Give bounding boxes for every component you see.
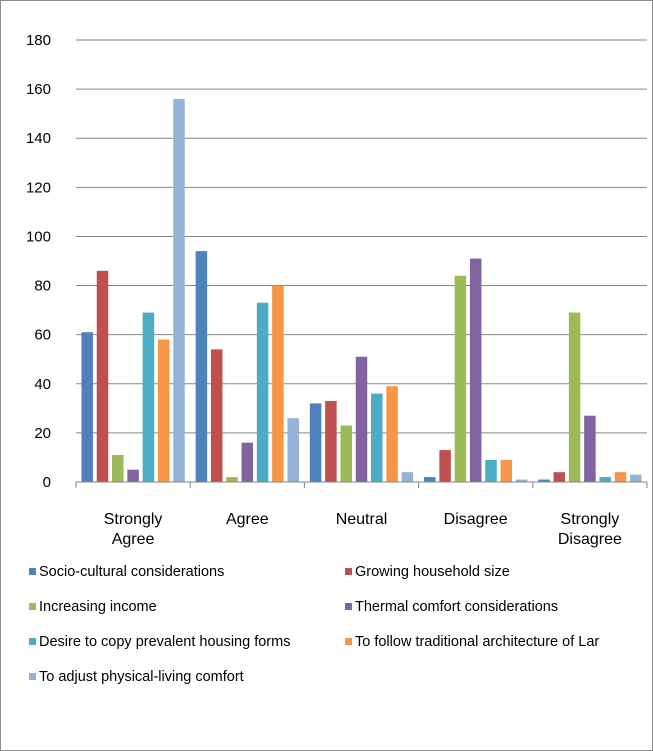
legend-label: Growing household size	[355, 564, 510, 580]
legend-swatch	[345, 568, 352, 575]
legend-label: To adjust physical-living comfort	[39, 669, 244, 685]
x-category-label: Disagree	[444, 511, 508, 528]
x-category-label: Strongly	[104, 511, 163, 528]
bar-growing-household-size-3	[439, 450, 451, 482]
bar-growing-household-size-4	[553, 472, 566, 482]
legend-label: Thermal comfort considerations	[355, 599, 558, 615]
x-category-label: Agree	[112, 531, 155, 548]
bar-to-adjust-physical-living-comfort-1	[287, 418, 299, 482]
bar-to-follow-traditional-architecture-of-lar-3	[500, 459, 513, 482]
bar-growing-household-size-1	[210, 349, 223, 482]
x-axis	[75, 481, 648, 488]
legend-swatch	[345, 638, 352, 645]
legend-label: Increasing income	[39, 599, 157, 615]
bar-increasing-income-4	[568, 312, 581, 482]
legend-swatch	[29, 603, 36, 610]
y-tick-label: 120	[26, 179, 51, 196]
bar-socio-cultural-considerations-0	[81, 332, 93, 482]
y-tick-label: 0	[43, 474, 51, 491]
y-tick-label: 20	[34, 425, 51, 442]
bar-socio-cultural-considerations-1	[195, 251, 208, 482]
y-tick-label: 140	[26, 130, 51, 147]
bar-to-follow-traditional-architecture-of-lar-2	[386, 386, 398, 482]
bar-desire-to-copy-prevalent-housing-forms-2	[371, 393, 383, 482]
bar-growing-household-size-0	[96, 270, 109, 482]
y-tick-label: 80	[34, 278, 51, 295]
bar-to-follow-traditional-architecture-of-lar-0	[157, 339, 170, 482]
bar-thermal-comfort-considerations-2	[355, 356, 368, 482]
legend-swatch	[29, 673, 36, 680]
bar-desire-to-copy-prevalent-housing-forms-3	[485, 459, 497, 482]
legend-swatch	[345, 603, 352, 610]
bar-thermal-comfort-considerations-1	[241, 442, 254, 482]
bar-thermal-comfort-considerations-4	[584, 415, 596, 482]
legend-swatch	[29, 568, 36, 575]
y-tick-label: 100	[26, 228, 51, 245]
bar-desire-to-copy-prevalent-housing-forms-1	[256, 302, 269, 482]
y-tick-label: 160	[26, 81, 51, 98]
bar-desire-to-copy-prevalent-housing-forms-0	[142, 312, 155, 482]
y-tick-label: 180	[26, 32, 51, 49]
bar-growing-household-size-2	[325, 400, 337, 482]
legend: Socio-cultural considerations Growing hou…	[29, 564, 599, 685]
bar-to-adjust-physical-living-comfort-4	[630, 474, 642, 482]
bar-increasing-income-2	[340, 425, 352, 482]
x-axis-category-labels: Strongly Agree Agree Neutral Disagree Strongl…	[104, 511, 622, 548]
x-category-label: Strongly	[561, 511, 620, 528]
bar-increasing-income-3	[454, 275, 467, 482]
bar-socio-cultural-considerations-4	[538, 479, 550, 482]
bar-to-follow-traditional-architecture-of-lar-1	[272, 285, 284, 482]
gridlines	[76, 39, 647, 434]
bar-desire-to-copy-prevalent-housing-forms-4	[599, 477, 611, 482]
y-axis-tick-labels: 0 20 40 60 80 100 120 140 160 180	[26, 32, 51, 491]
bar-to-adjust-physical-living-comfort-3	[515, 479, 528, 482]
legend-label: To follow traditional architecture of La…	[355, 634, 599, 650]
bar-thermal-comfort-considerations-0	[127, 469, 139, 482]
y-tick-label: 60	[34, 327, 51, 344]
x-category-label: Disagree	[558, 531, 622, 548]
bar-socio-cultural-considerations-3	[424, 477, 436, 482]
bar-socio-cultural-considerations-2	[309, 403, 322, 482]
legend-label: Socio-cultural considerations	[39, 564, 224, 580]
bar-to-follow-traditional-architecture-of-lar-4	[614, 472, 627, 482]
bars	[81, 98, 642, 482]
legend-label: Desire to copy prevalent housing forms	[39, 634, 290, 650]
bar-to-adjust-physical-living-comfort-2	[401, 472, 414, 482]
bar-increasing-income-1	[226, 477, 238, 482]
y-tick-label: 40	[34, 376, 51, 393]
legend-swatch	[29, 638, 36, 645]
bar-to-adjust-physical-living-comfort-0	[173, 98, 185, 482]
x-category-label: Agree	[226, 511, 269, 528]
bar-thermal-comfort-considerations-3	[469, 258, 482, 482]
bar-increasing-income-0	[112, 454, 124, 482]
x-category-label: Neutral	[336, 511, 388, 528]
